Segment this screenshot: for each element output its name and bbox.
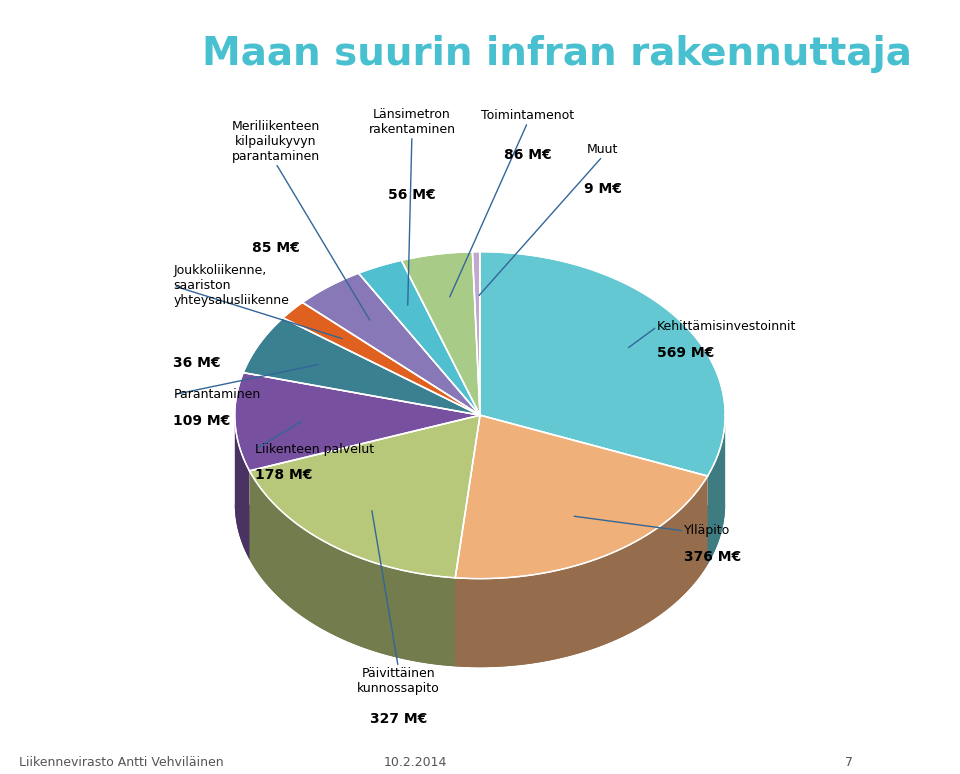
Polygon shape — [401, 252, 480, 415]
Polygon shape — [235, 372, 480, 471]
Text: 9 M€: 9 M€ — [584, 182, 621, 197]
Polygon shape — [480, 504, 725, 564]
Text: 36 M€: 36 M€ — [174, 356, 221, 371]
Text: 109 M€: 109 M€ — [174, 413, 230, 427]
Polygon shape — [235, 416, 250, 560]
Text: 56 M€: 56 M€ — [388, 187, 436, 202]
Polygon shape — [455, 415, 708, 579]
Text: 376 M€: 376 M€ — [684, 550, 741, 563]
Polygon shape — [455, 476, 708, 667]
Text: 178 M€: 178 M€ — [255, 468, 313, 482]
Polygon shape — [708, 417, 725, 564]
Text: Joukkoliikenne,
saariston
yhteysalusliikenne: Joukkoliikenne, saariston yhteysalusliik… — [174, 264, 289, 307]
Polygon shape — [250, 504, 480, 666]
Text: 85 M€: 85 M€ — [252, 241, 300, 255]
Text: Toimintamenot: Toimintamenot — [481, 109, 574, 122]
Text: Liikenteen palvelut: Liikenteen palvelut — [255, 443, 374, 456]
Polygon shape — [250, 415, 480, 578]
Text: 327 M€: 327 M€ — [370, 712, 427, 726]
Text: Meriliikenteen
kilpailukyvyn
parantaminen: Meriliikenteen kilpailukyvyn parantamine… — [231, 120, 320, 163]
Text: 569 M€: 569 M€ — [657, 345, 714, 359]
Text: Kehittämisinvestoinnit: Kehittämisinvestoinnit — [657, 320, 797, 333]
Text: 10.2.2014: 10.2.2014 — [384, 756, 447, 769]
Polygon shape — [302, 273, 480, 415]
Text: Länsimetron
rakentaminen: Länsimetron rakentaminen — [369, 108, 455, 136]
Text: Ylläpito: Ylläpito — [684, 525, 731, 537]
Polygon shape — [480, 252, 725, 476]
Text: 7: 7 — [845, 756, 852, 769]
Polygon shape — [358, 260, 480, 415]
Polygon shape — [243, 318, 480, 415]
Text: Liikennevirasto Antti Vehviläinen: Liikennevirasto Antti Vehviläinen — [19, 756, 224, 769]
Polygon shape — [235, 504, 480, 560]
Polygon shape — [472, 252, 480, 415]
Text: 86 M€: 86 M€ — [504, 148, 551, 163]
Text: Muut: Muut — [587, 143, 618, 156]
Text: Maan suurin infran rakennuttaja: Maan suurin infran rakennuttaja — [202, 35, 912, 73]
Text: Parantaminen: Parantaminen — [174, 389, 261, 401]
Polygon shape — [283, 303, 480, 415]
Polygon shape — [250, 471, 455, 666]
Polygon shape — [455, 504, 708, 667]
Text: Päivittäinen
kunnossapito: Päivittäinen kunnossapito — [357, 667, 440, 695]
